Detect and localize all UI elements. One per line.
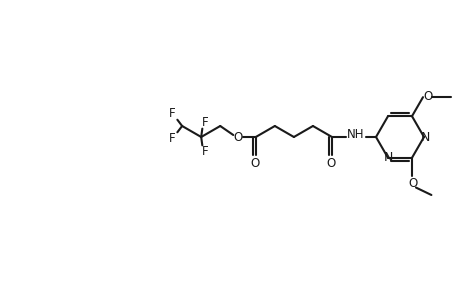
Text: NH: NH [347,128,364,140]
Text: F: F [168,132,175,145]
Text: O: O [233,130,242,143]
Text: O: O [326,157,335,169]
Text: F: F [202,116,208,129]
Text: N: N [420,130,429,143]
Text: O: O [408,177,417,190]
Text: O: O [422,90,431,103]
Text: F: F [202,145,208,158]
Text: O: O [250,157,259,169]
Text: F: F [168,107,175,120]
Text: N: N [382,151,392,164]
